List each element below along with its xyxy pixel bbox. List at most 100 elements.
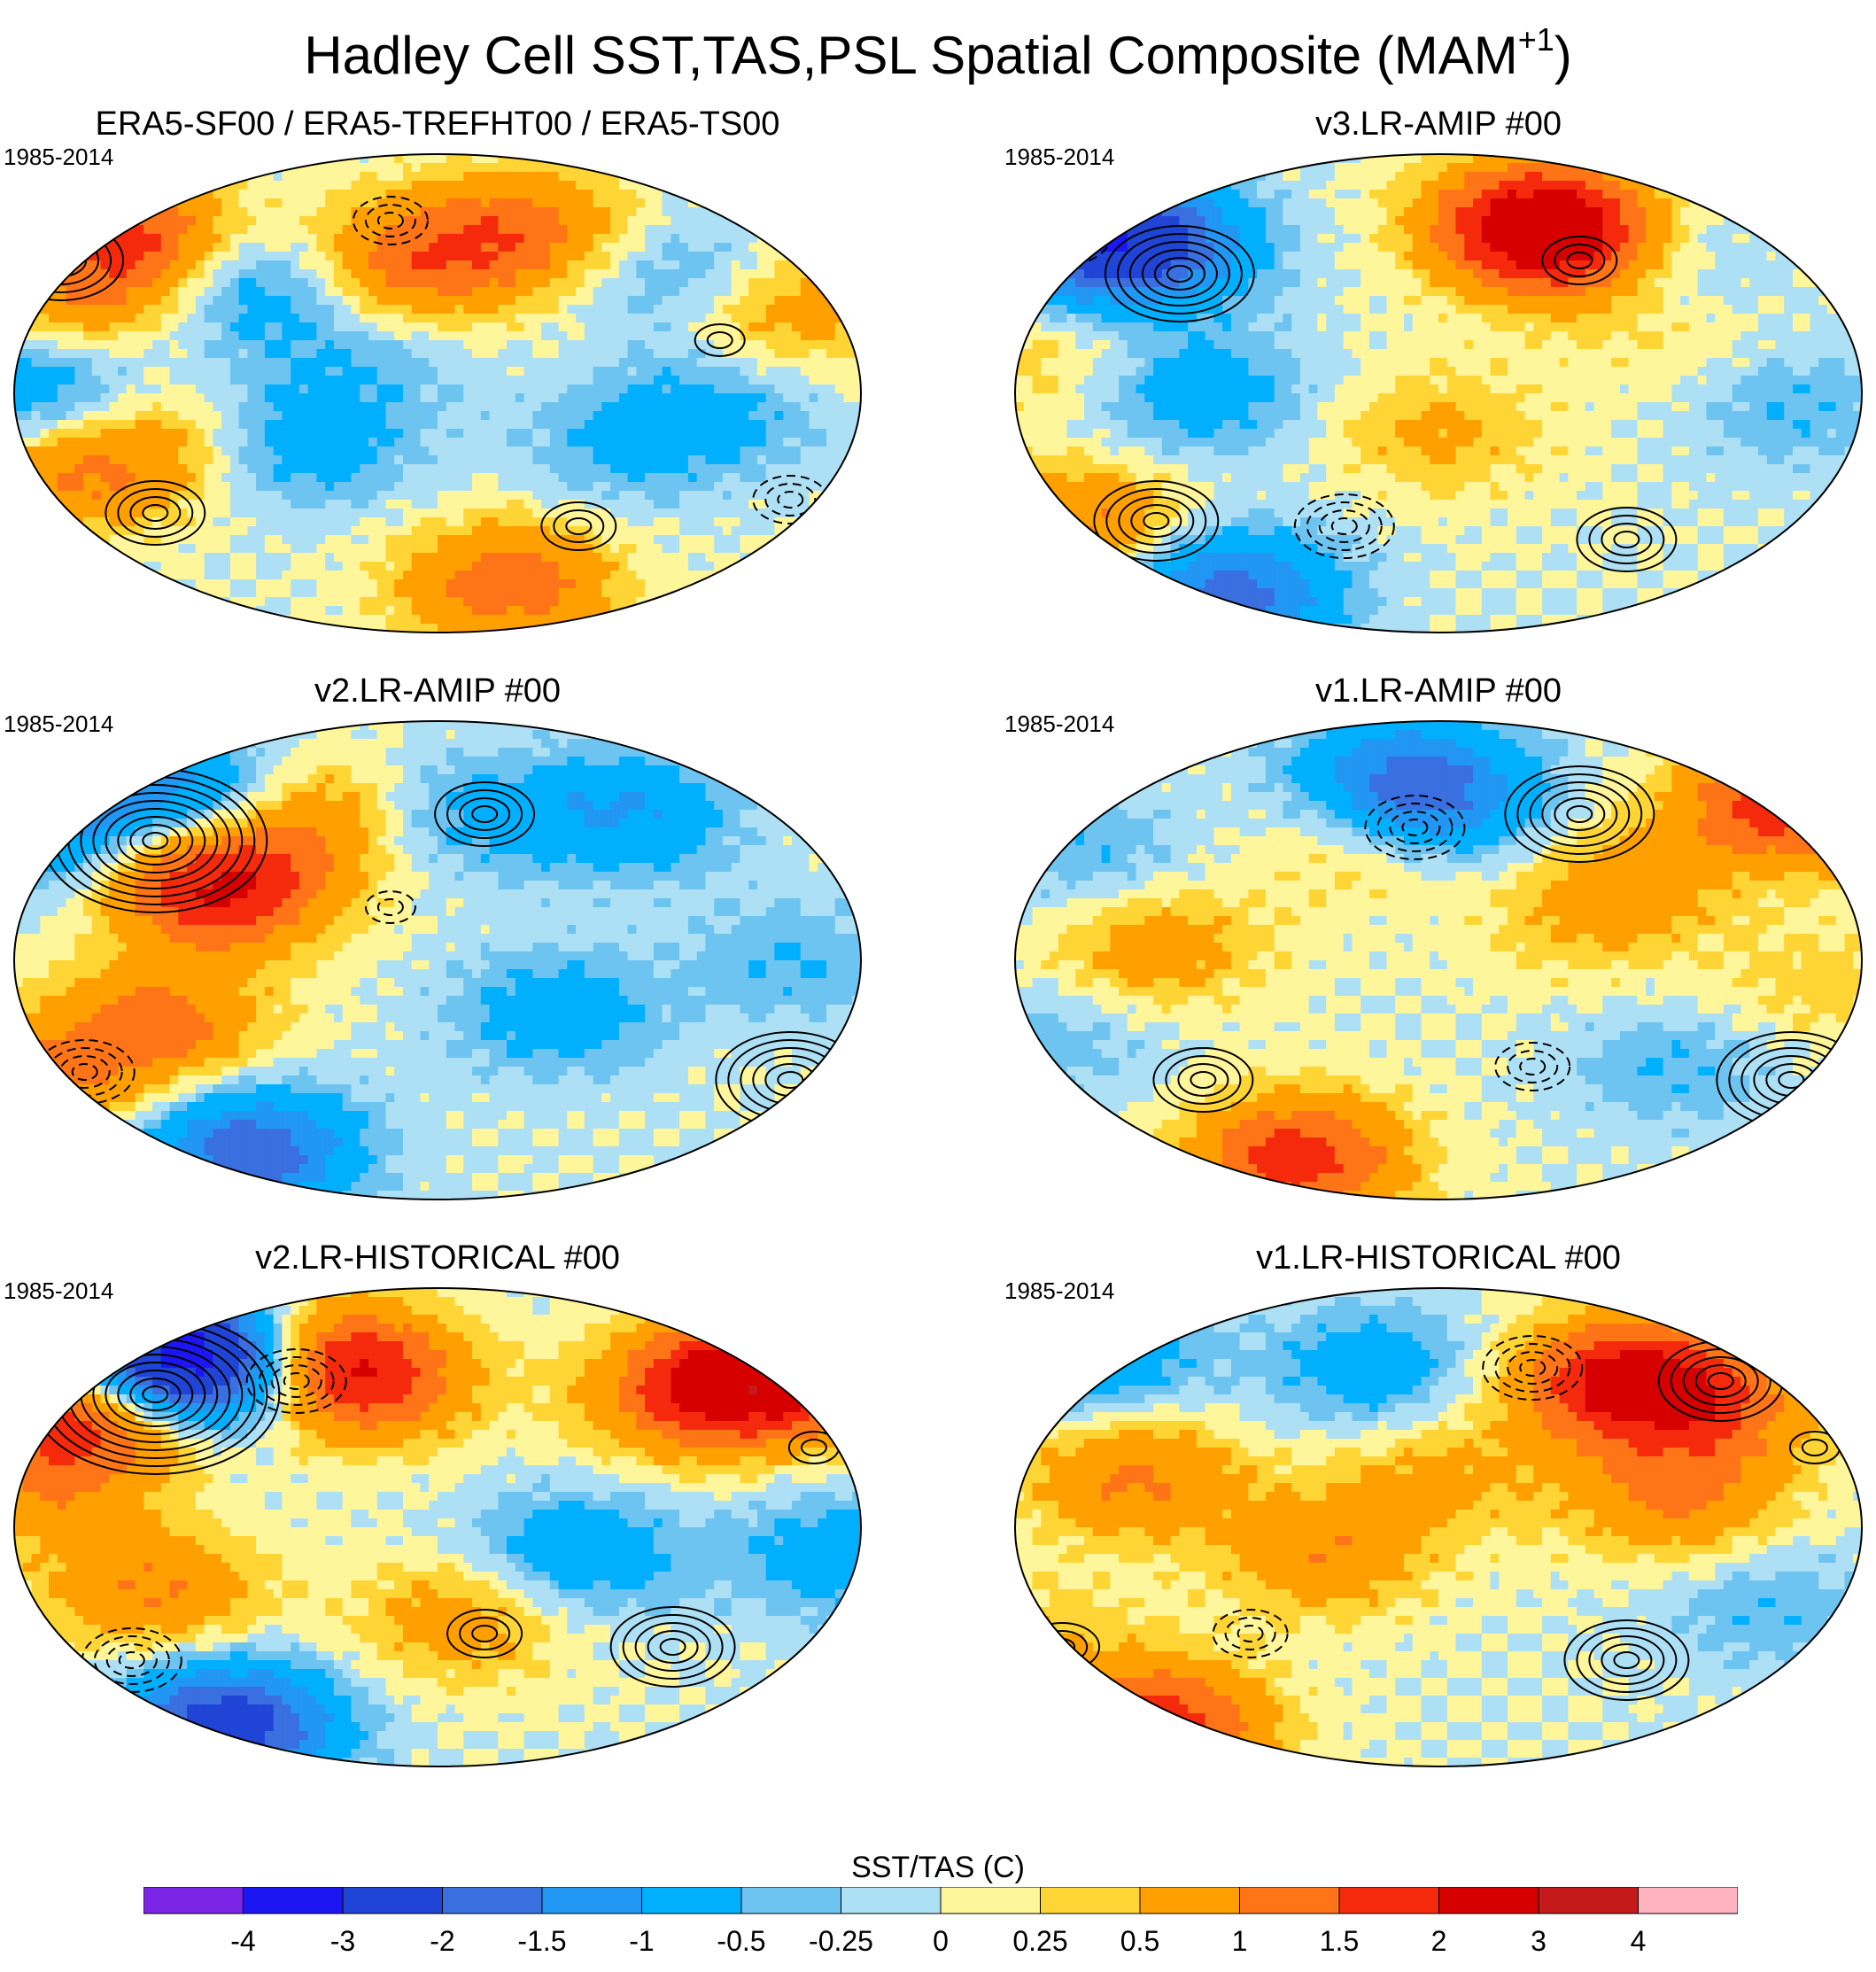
sst-cell (765, 517, 776, 527)
sst-cell (126, 455, 136, 465)
sst-cell (49, 376, 58, 385)
sst-cell (178, 243, 188, 252)
sst-cell (256, 243, 266, 252)
sst-cell (325, 579, 335, 589)
sst-cell (627, 597, 637, 607)
sst-cell (645, 296, 655, 306)
sst-cell (558, 553, 568, 563)
sst-cell (282, 571, 291, 580)
sst-cell (696, 278, 707, 288)
sst-cell (826, 243, 836, 252)
sst-cell (118, 544, 128, 554)
sst-cell (740, 278, 749, 288)
sst-cell (420, 314, 430, 323)
sst-cell (22, 420, 33, 430)
sst-cell (221, 464, 231, 474)
sst-cell (264, 340, 275, 350)
sst-cell (662, 154, 671, 164)
sst-cell (756, 553, 767, 563)
sst-cell (342, 234, 353, 244)
sst-cell (360, 207, 369, 217)
sst-cell (774, 287, 784, 297)
sst-cell (14, 571, 24, 580)
sst-cell (394, 243, 404, 252)
sst-cell (109, 473, 119, 483)
sst-cell (671, 172, 680, 182)
sst-cell (143, 402, 153, 412)
sst-cell (714, 411, 724, 421)
sst-cell (731, 553, 741, 563)
sst-cell (774, 154, 784, 164)
sst-cell (567, 287, 577, 297)
sst-cell (22, 464, 33, 474)
sst-cell (541, 438, 551, 447)
sst-cell (852, 393, 861, 403)
sst-cell (256, 367, 266, 377)
sst-cell (826, 234, 836, 244)
sst-cell (601, 367, 611, 377)
sst-cell (618, 296, 629, 306)
sst-cell (618, 190, 629, 199)
sst-cell (307, 393, 318, 403)
sst-cell (109, 588, 119, 598)
sst-cell (91, 296, 102, 306)
sst-cell (756, 358, 767, 368)
sst-cell (100, 181, 110, 190)
sst-cell (49, 588, 58, 598)
sst-cell (316, 207, 326, 217)
sst-cell (256, 234, 266, 244)
sst-cell (291, 278, 300, 288)
sst-cell (273, 384, 283, 394)
sst-cell (247, 597, 257, 607)
sst-cell (298, 482, 309, 492)
sst-cell (593, 181, 602, 190)
sst-cell (765, 243, 776, 252)
sst-cell (376, 190, 387, 199)
sst-cell (160, 269, 171, 279)
sst-cell (446, 571, 456, 580)
sst-cell (40, 562, 50, 571)
sst-cell (403, 482, 413, 492)
sst-cell (731, 340, 741, 350)
sst-cell (247, 393, 257, 403)
sst-cell (31, 535, 41, 545)
sst-cell (411, 473, 422, 483)
sst-cell (429, 571, 438, 580)
sst-cell (31, 252, 41, 261)
sst-cell (472, 234, 482, 244)
sst-cell (376, 588, 387, 598)
sst-cell (584, 296, 594, 306)
sst-cell (213, 420, 222, 430)
sst-cell (135, 225, 144, 235)
sst-cell (463, 296, 473, 306)
sst-cell (221, 491, 231, 501)
sst-cell (636, 482, 646, 492)
sst-cell (722, 597, 733, 607)
sst-cell (523, 340, 533, 350)
sst-cell (671, 358, 680, 368)
sst-cell (834, 154, 845, 164)
sst-cell (834, 190, 845, 199)
sst-cell (376, 331, 387, 341)
sst-cell (765, 181, 776, 190)
sst-cell (480, 198, 491, 208)
sst-cell (618, 384, 629, 394)
sst-cell (627, 535, 637, 545)
sst-cell (100, 491, 110, 501)
sst-cell (187, 473, 197, 483)
sst-cell (454, 190, 464, 199)
sst-cell (420, 216, 430, 226)
sst-cell (394, 438, 404, 447)
sst-cell (135, 154, 144, 164)
sst-cell (83, 517, 93, 527)
sst-cell (57, 207, 67, 217)
sst-cell (714, 198, 724, 208)
sst-cell (792, 597, 802, 607)
sst-cell (601, 305, 611, 314)
sst-cell (368, 420, 378, 430)
sst-cell (498, 305, 508, 314)
sst-cell (705, 322, 715, 332)
sst-cell (748, 340, 758, 350)
sst-cell (852, 491, 861, 501)
sst-cell (152, 597, 162, 607)
